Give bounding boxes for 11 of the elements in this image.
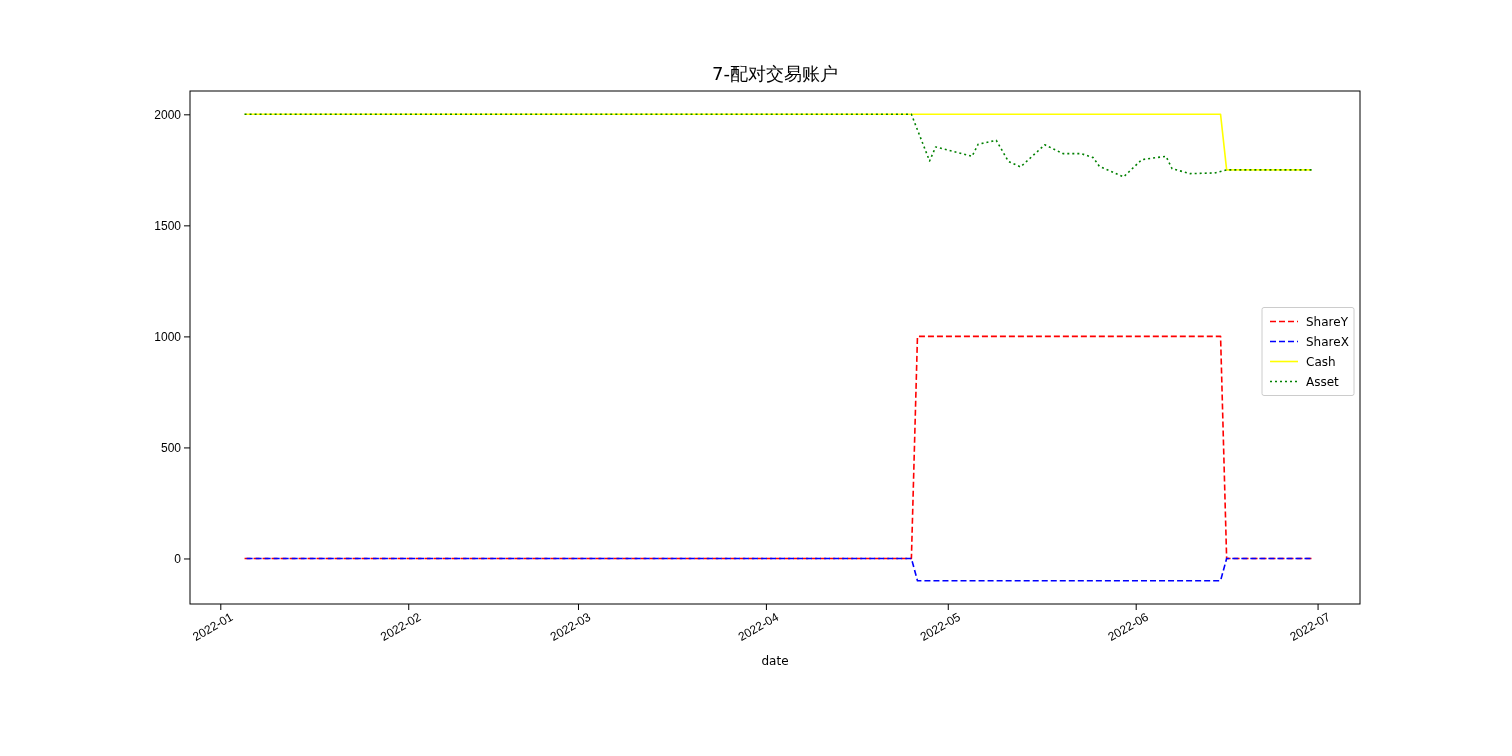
y-tick-label: 0 <box>174 551 182 566</box>
y-tick-label: 500 <box>160 440 182 455</box>
legend-label: ShareY <box>1306 314 1349 329</box>
legend-label: ShareX <box>1306 334 1349 349</box>
y-tick-label: 1000 <box>154 329 182 344</box>
y-tick-label: 1500 <box>154 218 182 233</box>
chart-title: 7-配对交易账户 <box>712 63 838 84</box>
legend-label: Cash <box>1306 354 1336 369</box>
x-axis-title: date <box>761 654 789 668</box>
legend-label: Asset <box>1306 374 1340 389</box>
y-tick-label: 2000 <box>154 107 182 122</box>
